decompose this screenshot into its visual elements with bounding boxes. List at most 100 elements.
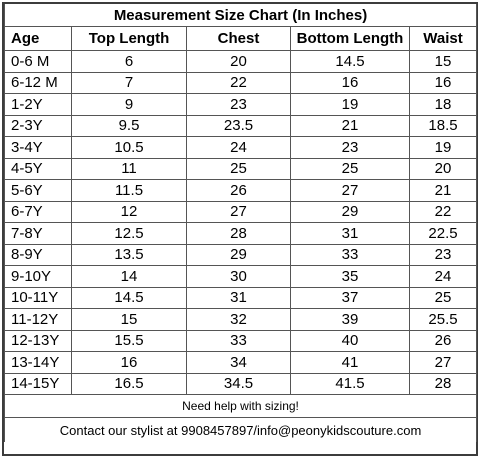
table-row: 7-8Y 12.5 28 31 22.5 <box>4 222 478 245</box>
waist-cell: 25 <box>408 286 478 309</box>
chest-cell: 29 <box>186 243 291 266</box>
bottom-length-cell: 35 <box>290 265 410 288</box>
chest-cell: 32 <box>186 308 291 331</box>
bottom-length-cell: 21 <box>290 114 410 137</box>
top-length-cell: 14 <box>71 265 187 288</box>
table-row: 14-15Y 16.5 34.5 41.5 28 <box>4 372 478 395</box>
bottom-length-cell: 14.5 <box>290 50 410 73</box>
top-length-cell: 10.5 <box>71 136 187 159</box>
bottom-length-cell: 37 <box>290 286 410 309</box>
top-length-cell: 16.5 <box>71 372 187 395</box>
top-length-cell: 15.5 <box>71 329 187 352</box>
waist-cell: 21 <box>408 179 478 202</box>
table-row: 4-5Y 11 25 25 20 <box>4 157 478 180</box>
bottom-length-cell: 27 <box>290 179 410 202</box>
age-cell: 6-12 M <box>4 71 72 94</box>
table-row: 2-3Y 9.5 23.5 21 18.5 <box>4 114 478 137</box>
waist-cell: 18.5 <box>408 114 478 137</box>
chest-cell: 30 <box>186 265 291 288</box>
age-cell: 0-6 M <box>4 50 72 73</box>
top-length-cell: 9.5 <box>71 114 187 137</box>
waist-cell: 18 <box>408 93 478 116</box>
waist-cell: 27 <box>408 351 478 374</box>
waist-cell: 15 <box>408 50 478 73</box>
waist-cell: 25.5 <box>408 308 478 331</box>
table-row: 5-6Y 11.5 26 27 21 <box>4 179 478 202</box>
age-cell: 6-7Y <box>4 200 72 223</box>
chest-cell: 25 <box>186 157 291 180</box>
top-length-cell: 12 <box>71 200 187 223</box>
top-length-cell: 16 <box>71 351 187 374</box>
table-row: 10-11Y 14.5 31 37 25 <box>4 286 478 309</box>
chest-cell: 22 <box>186 71 291 94</box>
chest-cell: 31 <box>186 286 291 309</box>
chest-cell: 26 <box>186 179 291 202</box>
column-header-age: Age <box>4 26 72 51</box>
age-cell: 13-14Y <box>4 351 72 374</box>
table-row: 12-13Y 15.5 33 40 26 <box>4 329 478 352</box>
waist-cell: 22 <box>408 200 478 223</box>
waist-cell: 28 <box>408 372 478 395</box>
chart-title: Measurement Size Chart (In Inches) <box>3 4 478 27</box>
waist-cell: 26 <box>408 329 478 352</box>
bottom-length-cell: 41.5 <box>290 372 410 395</box>
top-length-cell: 11 <box>71 157 187 180</box>
top-length-cell: 7 <box>71 71 187 94</box>
chest-cell: 28 <box>186 222 291 245</box>
table-row: 3-4Y 10.5 24 23 19 <box>4 136 478 159</box>
table-row: 13-14Y 16 34 41 27 <box>4 351 478 374</box>
bottom-length-cell: 29 <box>290 200 410 223</box>
bottom-length-cell: 23 <box>290 136 410 159</box>
bottom-length-cell: 33 <box>290 243 410 266</box>
age-cell: 10-11Y <box>4 286 72 309</box>
bottom-length-cell: 31 <box>290 222 410 245</box>
age-cell: 11-12Y <box>4 308 72 331</box>
size-chart-table: Measurement Size Chart (In Inches) Age T… <box>3 4 478 442</box>
column-header-chest: Chest <box>186 26 291 51</box>
top-length-cell: 13.5 <box>71 243 187 266</box>
table-row: 6-7Y 12 27 29 22 <box>4 200 478 223</box>
bottom-length-cell: 19 <box>290 93 410 116</box>
column-header-bottom-length: Bottom Length <box>290 26 410 51</box>
waist-cell: 23 <box>408 243 478 266</box>
age-cell: 7-8Y <box>4 222 72 245</box>
table-row: 0-6 M 6 20 14.5 15 <box>4 50 478 73</box>
top-length-cell: 9 <box>71 93 187 116</box>
age-cell: 4-5Y <box>4 157 72 180</box>
age-cell: 2-3Y <box>4 114 72 137</box>
chest-cell: 23 <box>186 93 291 116</box>
waist-cell: 19 <box>408 136 478 159</box>
chest-cell: 24 <box>186 136 291 159</box>
top-length-cell: 15 <box>71 308 187 331</box>
top-length-cell: 11.5 <box>71 179 187 202</box>
contact-text: Contact our stylist at 9908457897/info@p… <box>3 417 478 442</box>
waist-cell: 24 <box>408 265 478 288</box>
age-cell: 9-10Y <box>4 265 72 288</box>
top-length-cell: 6 <box>71 50 187 73</box>
help-text: Need help with sizing! <box>3 394 478 418</box>
chest-cell: 27 <box>186 200 291 223</box>
header-row: Age Top Length Chest Bottom Length Waist <box>4 26 478 51</box>
bottom-length-cell: 16 <box>290 71 410 94</box>
waist-cell: 22.5 <box>408 222 478 245</box>
age-cell: 8-9Y <box>4 243 72 266</box>
table-row: 8-9Y 13.5 29 33 23 <box>4 243 478 266</box>
age-cell: 3-4Y <box>4 136 72 159</box>
age-cell: 12-13Y <box>4 329 72 352</box>
chest-cell: 34.5 <box>186 372 291 395</box>
age-cell: 1-2Y <box>4 93 72 116</box>
bottom-length-cell: 25 <box>290 157 410 180</box>
table-row: 6-12 M 7 22 16 16 <box>4 71 478 94</box>
age-cell: 5-6Y <box>4 179 72 202</box>
chest-cell: 23.5 <box>186 114 291 137</box>
table-row: 11-12Y 15 32 39 25.5 <box>4 308 478 331</box>
chest-cell: 34 <box>186 351 291 374</box>
top-length-cell: 12.5 <box>71 222 187 245</box>
table-row: 1-2Y 9 23 19 18 <box>4 93 478 116</box>
column-header-waist: Waist <box>408 26 478 51</box>
chest-cell: 20 <box>186 50 291 73</box>
age-cell: 14-15Y <box>4 372 72 395</box>
bottom-length-cell: 41 <box>290 351 410 374</box>
top-length-cell: 14.5 <box>71 286 187 309</box>
